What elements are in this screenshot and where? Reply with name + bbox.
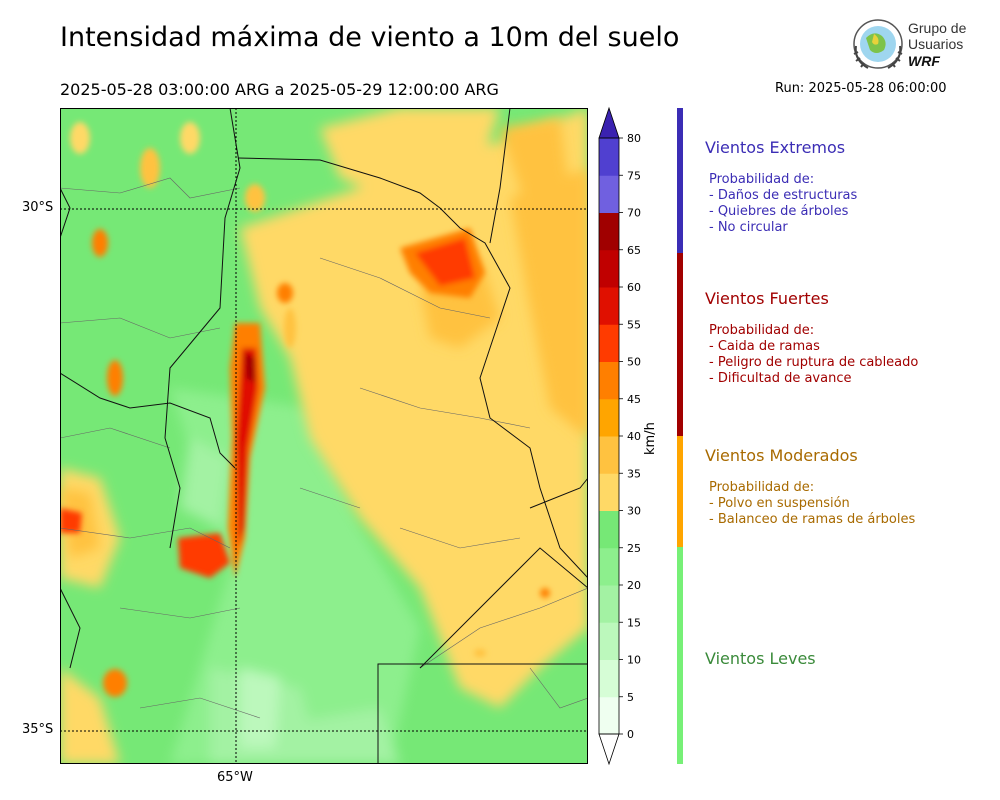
colorbar-segment [599,696,619,735]
colorbar-tick-label: 65 [627,244,641,257]
legend-item: - Polvo en suspensión [709,496,850,511]
logo-line1: Grupo de [908,20,967,36]
colorbar: 0 5 10 15 20 25 30 35 40 45 50 55 60 65 70 75 80 [592,106,658,768]
map-title: Intensidad máxima de viento a 10m del su… [60,22,680,53]
legend-title-fuertes: Vientos Fuertes [705,289,829,308]
colorbar-canvas: 0 5 10 15 20 25 30 35 40 45 50 55 60 65 70 75 80 [598,106,641,766]
colorbar-tick-label: 70 [627,207,641,220]
colorbar-segment [599,324,619,362]
colorbar-extend-top [598,106,620,139]
colorbar-tick-label: 0 [627,728,634,741]
legend-item: - No circular [709,220,788,235]
colorbar-segment [599,212,619,251]
colorbar-tick-label: 20 [627,579,641,592]
colorbar-tick-label: 10 [627,654,641,667]
wind-map[interactable] [60,108,588,764]
department-borders [60,177,588,719]
legend-bar-moderados [677,436,683,547]
legend-body-moderados: Probabilidad de: - Polvo en suspensión -… [709,480,915,528]
colorbar-tick-label: 40 [627,430,641,443]
colorbar-unit: km/h [643,422,658,455]
legend-intro: Probabilidad de: [709,323,815,338]
colorbar-segment [599,287,619,325]
logo-line2: Usuarios [908,36,963,52]
province-borders [60,108,588,764]
colorbar-tick-label: 75 [627,169,641,182]
colorbar-segment [599,175,619,213]
legend-body-fuertes: Probabilidad de: - Caida de ramas - Peli… [709,323,918,387]
colorbar-tick-label: 35 [627,467,641,480]
logo-line3: WRF [908,53,940,69]
lat-label-30: 30°S [22,200,54,215]
colorbar-tick-label: 45 [627,393,641,406]
colorbar-segment [599,436,619,474]
colorbar-segment [599,138,619,176]
colorbar-segment [599,473,619,511]
globe-logo-icon: Grupo de Usuarios WRF [853,19,967,69]
colorbar-tick-label: 30 [627,505,641,518]
colorbar-tick-label: 80 [627,132,641,145]
legend-item: - Daños de estructuras [709,188,858,203]
date-range: 2025-05-28 03:00:00 ARG a 2025-05-29 12:… [60,80,499,99]
legend-bar-fuertes [677,253,683,436]
legend-item: - Quiebres de árboles [709,204,849,219]
legend-body-extremos: Probabilidad de: - Daños de estructuras … [709,172,857,236]
legend-item: - Dificultad de avance [709,371,852,386]
legend-item: - Balanceo de ramas de árboles [709,512,916,527]
wrf-logo: Grupo de Usuarios WRF [848,16,978,74]
colorbar-tick-label: 25 [627,542,641,555]
legend-intro: Probabilidad de: [709,480,815,495]
colorbar-segment [599,585,619,623]
colorbar-segment [599,398,619,437]
colorbar-tick-label: 15 [627,616,641,629]
yellow-zone [60,108,588,764]
legend-bar-leves [677,547,683,764]
lat-label-35: 35°S [22,722,54,737]
lon-label-65: 65°W [217,770,253,785]
legend-item: - Peligro de ruptura de cableado [709,355,919,370]
colorbar-tick-label: 5 [627,691,634,704]
colorbar-tick-label: 50 [627,356,641,369]
legend-item: - Caida de ramas [709,339,820,354]
wind-map-canvas [60,108,588,764]
graticule [60,108,588,764]
legend-bar-extremos [677,108,683,253]
legend-title-leves: Vientos Leves [705,649,816,668]
legend-title-extremos: Vientos Extremos [705,138,846,157]
legend-intro: Probabilidad de: [709,172,815,187]
legend-title-moderados: Vientos Moderados [705,446,858,465]
red-hotspots [60,228,485,578]
colorbar-segment [599,249,619,288]
colorbar-extend-bottom [598,733,620,766]
colorbar-tick-label: 55 [627,318,641,331]
colorbar-segment [599,547,619,586]
colorbar-tick-label: 60 [627,281,641,294]
colorbar-segment [599,510,619,549]
colorbar-segment [599,622,619,660]
run-timestamp: Run: 2025-05-28 06:00:00 [775,81,947,96]
colorbar-segment [599,361,619,400]
scattered-spots [70,122,550,697]
colorbar-segment [599,659,619,698]
